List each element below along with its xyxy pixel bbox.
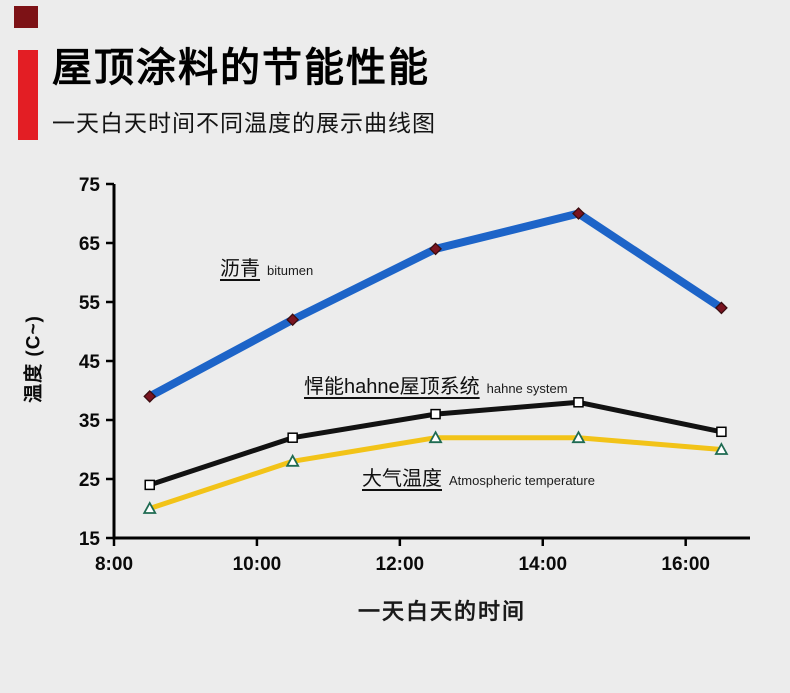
header: 屋顶涂料的节能性能 一天白天时间不同温度的展示曲线图 [0,0,790,140]
bitumen-marker [714,301,728,315]
bitumen-marker [143,389,157,403]
annotation-hahne-label: 悍能hahne屋顶系统 [304,376,480,398]
x-tick-label: 12:00 [376,554,425,575]
hahne-roof-system-marker [573,397,584,408]
annotation-bitumen: 沥青 bitumen [220,252,313,281]
title-accent-bar [18,50,38,140]
atmospheric-temperature-marker [285,453,300,467]
atmospheric-temperature-marker [714,442,729,455]
y-tick-label: 35 [79,411,101,432]
x-axis-label: 一天白天的时间 [357,599,526,624]
annotation-atmospheric-label: 大气温度 [362,468,442,490]
hahne-roof-system-marker [144,479,155,491]
bitumen-marker [286,313,300,327]
y-tick-label: 55 [79,293,101,314]
chart-canvas: 75 65 55 45 35 25 15 8:00 10:00 12:00 14:00 16:00 [79,176,750,575]
y-tick-label: 65 [79,234,101,255]
annotation-bitumen-label: 沥青 [220,258,260,280]
x-tick-label: 16:00 [661,554,710,575]
atmospheric-temperature-marker [571,430,586,444]
annotation-atmospheric-sublabel: Atmospheric temperature [449,473,595,488]
y-tick-label: 25 [79,470,101,491]
atmospheric-temperature-marker [142,501,157,514]
x-tick-label: 10:00 [233,554,282,575]
annotation-hahne-sublabel: hahne system [486,381,568,396]
page-title: 屋顶涂料的节能性能 [52,46,430,90]
x-tick-label: 8:00 [95,554,133,575]
y-axis-label: 温度 (C~) [23,315,45,403]
y-tick-label: 15 [79,529,101,550]
hahne-roof-system-marker [287,432,298,443]
hahne-roof-system-marker [430,408,441,420]
top-corner-flag [14,6,38,28]
hahne-roof-system-marker [716,426,727,438]
page-subtitle: 一天白天时间不同温度的展示曲线图 [52,110,436,136]
bitumen-marker [429,242,442,256]
annotation-bitumen-sublabel: bitumen [267,263,314,278]
temperature-line-chart: 温度 (C~) 75 65 55 45 35 25 15 8:00 10:00 12:00 14:0… [24,176,762,584]
y-tick-label: 75 [79,176,101,196]
x-tick-label: 14:00 [518,554,567,575]
bitumen-marker [572,207,585,220]
annotation-hahne-system: 悍能hahne屋顶系统 hahne system [304,370,568,399]
bitumen-line [145,209,726,401]
atmospheric-temperature-marker [428,430,443,444]
y-tick-label: 45 [79,352,101,373]
annotation-atmospheric: 大气温度 Atmospheric temperature [362,462,595,491]
